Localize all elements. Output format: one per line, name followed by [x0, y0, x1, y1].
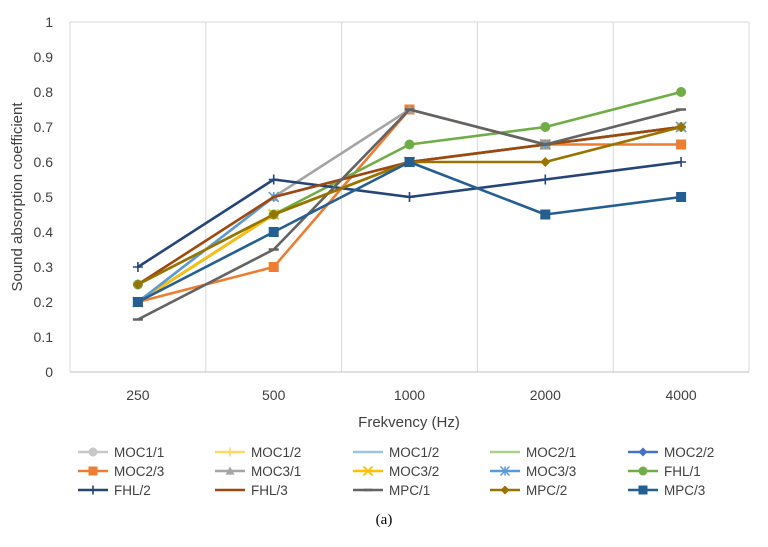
y-tick-label: 0.2: [34, 294, 54, 310]
data-point: [225, 466, 235, 475]
y-tick-label: 0.6: [34, 154, 54, 170]
x-tick-label: 500: [262, 387, 286, 403]
legend-entry: MOC1/1: [78, 445, 164, 460]
y-tick-label: 0.4: [34, 224, 54, 240]
x-tick-label: 2000: [530, 387, 561, 403]
data-point: [268, 209, 279, 220]
legend-label: FHL/1: [664, 464, 701, 479]
series-lines: [132, 87, 687, 321]
data-point: [676, 122, 687, 132]
y-tick-label: 0.9: [34, 49, 54, 65]
data-point: [404, 192, 415, 202]
data-point: [540, 209, 551, 220]
legend-entry: MOC3/2: [353, 464, 439, 479]
data-point: [404, 139, 415, 150]
y-axis-title: Sound absorption coefficient: [9, 102, 26, 292]
data-point: [362, 465, 374, 477]
legend-entry: MOC3/1: [215, 464, 301, 479]
legend-label: MPC/1: [389, 483, 430, 498]
legend-label: MOC3/3: [526, 464, 576, 479]
legend-entry: MPC/1: [353, 483, 430, 498]
x-tick-labels: 250 500 1000 2000 4000: [126, 387, 697, 403]
data-point: [88, 466, 98, 476]
y-tick-label: 1: [45, 14, 53, 30]
legend-label: MOC2/2: [664, 445, 714, 460]
grid-lines: [69, 21, 750, 372]
data-point: [500, 485, 510, 495]
legend-entry: MOC2/3: [78, 464, 164, 479]
data-point: [268, 227, 279, 237]
x-tick-label: 1000: [394, 387, 425, 403]
legend-entry: MOC2/1: [490, 445, 576, 460]
legend-label: MOC2/1: [526, 445, 576, 460]
legend-entry: MOC3/3: [490, 464, 576, 479]
data-point: [132, 262, 143, 272]
data-point: [499, 465, 511, 477]
line-chart: 0 0.1 0.2 0.3 0.4 0.5 0.6 0.7 0.8 0.9 1 250 500 1000…: [9, 14, 750, 498]
data-point: [404, 157, 415, 167]
legend-entry: FHL/2: [78, 483, 151, 498]
data-point: [638, 447, 648, 457]
series-mpc-3: [132, 157, 687, 307]
data-point: [132, 279, 143, 290]
x-axis-title: Frekvency (Hz): [358, 414, 460, 431]
x-tick-label: 4000: [666, 387, 697, 403]
legend-entry: MOC2/2: [628, 445, 714, 460]
legend-label: MOC1/1: [114, 445, 164, 460]
y-tick-label: 0.3: [34, 259, 54, 275]
legend-label: MOC2/3: [114, 464, 164, 479]
series-mpc-1: [132, 108, 687, 321]
x-tick-label: 250: [126, 387, 150, 403]
legend-label: MOC1/2: [251, 445, 301, 460]
data-point: [268, 262, 279, 272]
legend-label: MOC3/2: [389, 464, 439, 479]
y-tick-label: 0.1: [34, 329, 54, 345]
data-point: [540, 157, 551, 167]
data-point: [676, 87, 687, 97]
series-moc3-1: [132, 104, 687, 306]
legend-entry: MPC/2: [490, 483, 567, 498]
data-point: [88, 485, 98, 495]
data-point: [638, 466, 648, 476]
legend-label: FHL/2: [114, 483, 151, 498]
legend-label: MOC1/2: [389, 445, 439, 460]
legend-entry: FHL/3: [215, 483, 288, 498]
series-line: [137, 90, 682, 286]
legend-entry: MOC1/2: [215, 445, 301, 460]
y-tick-label: 0: [45, 364, 53, 380]
legend-label: MPC/3: [664, 483, 705, 498]
legend-entry: FHL/1: [628, 464, 701, 479]
legend-label: FHL/3: [251, 483, 288, 498]
data-point: [268, 174, 279, 185]
y-tick-label: 0.5: [34, 189, 54, 205]
y-tick-labels: 0 0.1 0.2 0.3 0.4 0.5 0.6 0.7 0.8 0.9 1: [34, 14, 54, 380]
legend-label: MPC/2: [526, 483, 567, 498]
y-tick-label: 0.7: [34, 119, 54, 135]
series-line: [137, 160, 682, 269]
series-fhl-1: [132, 87, 687, 290]
data-point: [225, 447, 235, 457]
legend-entry: MPC/3: [628, 483, 705, 498]
legend-entry: MOC1/2: [353, 445, 439, 460]
data-point: [540, 174, 551, 185]
legend-label: MOC3/1: [251, 464, 301, 479]
data-point: [540, 122, 551, 132]
data-point: [676, 157, 687, 167]
data-point: [88, 447, 98, 457]
data-point: [676, 139, 687, 150]
figure-caption: (a): [375, 512, 393, 528]
data-point: [132, 297, 143, 307]
legend: MOC1/1 MOC1/2 MOC1/2 MOC2/1 MOC2/2 MOC2/3 MOC3…: [78, 445, 714, 498]
data-point: [676, 192, 687, 202]
y-tick-label: 0.8: [34, 84, 54, 100]
series-fhl-2: [132, 157, 687, 272]
data-point: [638, 485, 648, 495]
